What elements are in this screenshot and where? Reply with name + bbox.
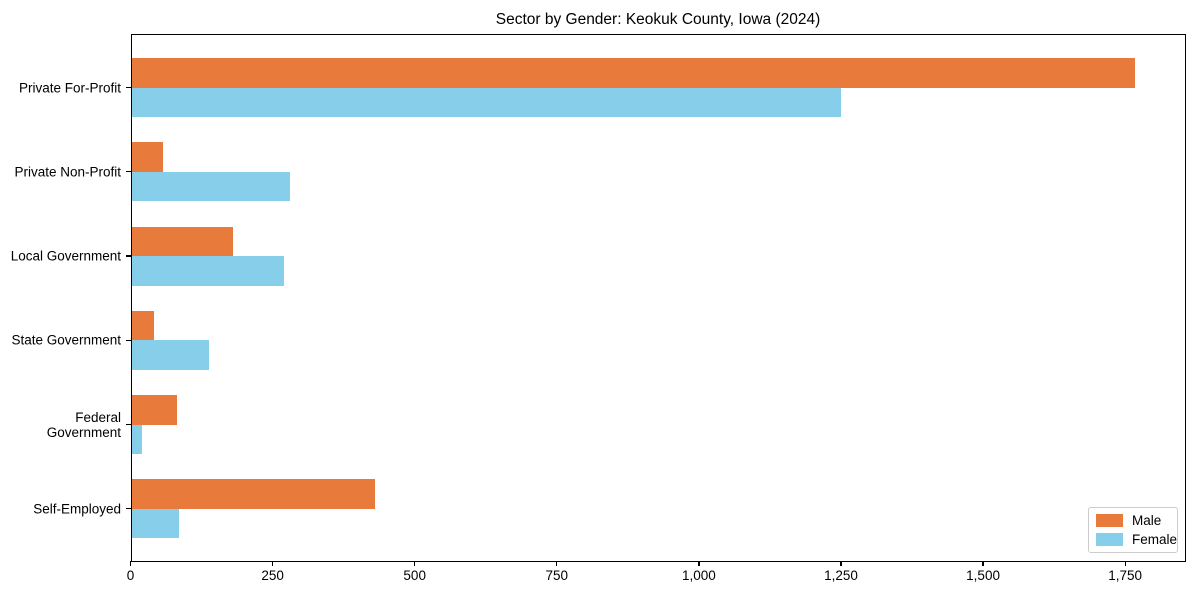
legend-item-male: Male [1096,513,1170,528]
bar-male-3 [130,310,155,341]
x-axis-tick [556,561,558,566]
y-axis-tick [125,339,131,341]
legend: Male Female [1088,507,1178,553]
y-axis-tick [125,508,131,510]
y-tick-label: Federal Government [46,409,121,440]
y-axis-tick [125,171,131,173]
x-axis-tick [129,561,132,566]
y-tick-label: Self-Employed [33,501,121,517]
y-axis-tick [125,86,131,89]
x-tick-label: 250 [261,568,284,583]
legend-item-female: Female [1096,532,1177,547]
y-axis-tick [125,423,131,426]
x-tick-label: 1,000 [681,568,716,583]
bar-female-1 [130,171,290,202]
x-tick-label: 0 [126,568,135,583]
bar-female-0 [130,87,841,117]
y-tick-label: Local Government [10,248,121,264]
bar-female-4 [130,424,143,454]
chart-title: Sector by Gender: Keokuk County, Iowa (2… [495,11,821,28]
x-axis-tick [414,561,416,566]
bar-female-5 [130,508,180,539]
x-tick-label: 1,250 [824,568,858,583]
legend-label: Male [1132,513,1162,529]
legend-label: Female [1132,531,1178,547]
y-tick-label: State Government [11,332,121,348]
bar-male-5 [130,479,375,509]
x-axis-tick [1124,561,1126,566]
x-tick-label: 500 [403,568,426,583]
y-tick-label: Private For-Profit [18,80,121,95]
x-tick-label: 1,750 [1108,568,1143,583]
bar-female-3 [130,340,209,370]
bar-male-4 [130,395,178,425]
y-tick-label: Private Non-Profit [14,164,121,180]
legend-swatch-male [1096,514,1123,528]
bar-male-0 [130,58,1136,88]
x-tick-label: 750 [545,568,569,583]
x-tick-label: 1,500 [966,568,1000,583]
x-axis-tick [698,561,700,566]
x-axis-tick [271,561,274,566]
y-axis-tick [125,255,131,257]
x-axis-tick [982,561,984,566]
legend-swatch-female [1096,532,1123,546]
x-axis-tick [840,561,842,566]
bar-male-2 [130,226,233,256]
bar-female-2 [130,256,284,286]
bar-male-1 [130,142,163,172]
